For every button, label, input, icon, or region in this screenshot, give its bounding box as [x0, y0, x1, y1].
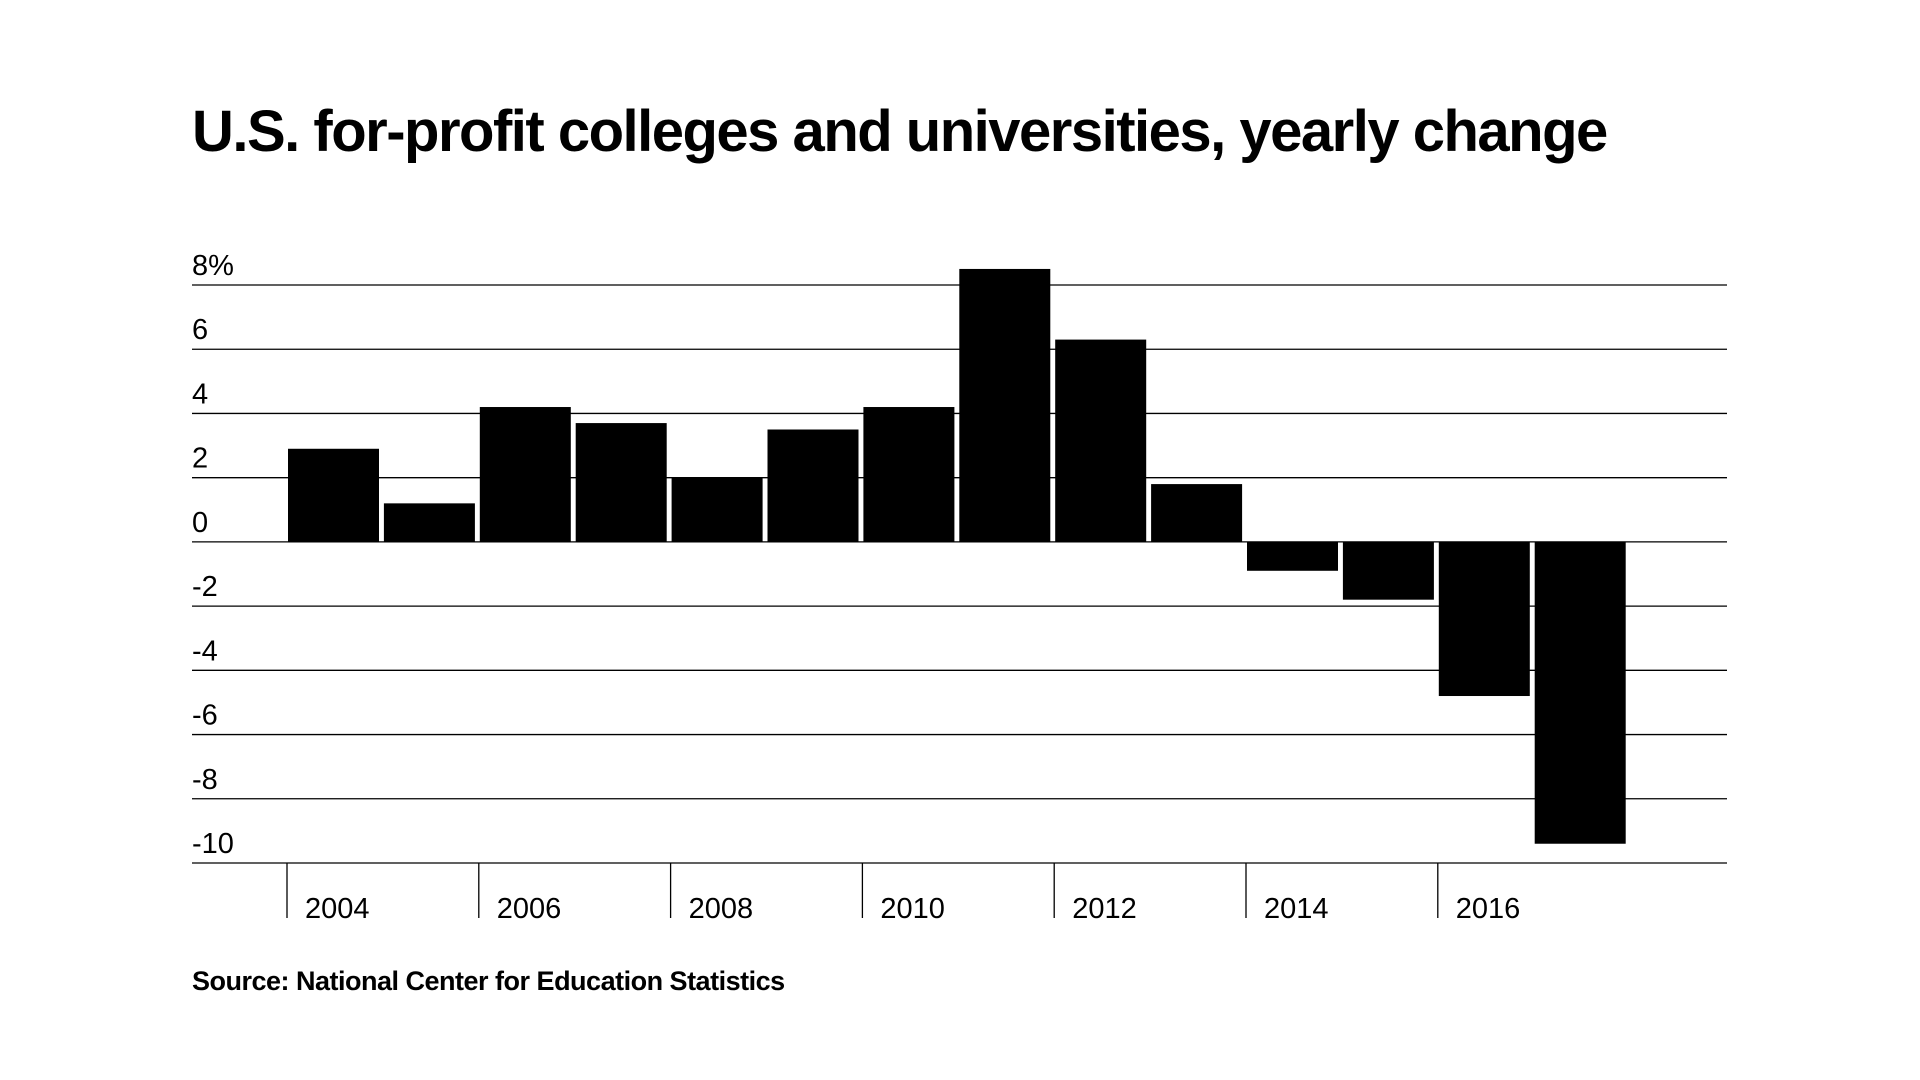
- x-tick-label: 2012: [1072, 893, 1137, 925]
- y-tick-label: -4: [192, 635, 218, 667]
- bar-2017: [1534, 541, 1626, 844]
- bar-2016: [1438, 541, 1530, 697]
- y-tick-label: -6: [192, 700, 218, 732]
- y-tick-label: 4: [192, 378, 208, 410]
- bar-2008: [671, 477, 763, 542]
- x-tick-label: 2014: [1264, 893, 1329, 925]
- y-tick-label: 8%: [192, 250, 234, 282]
- bar-2009: [767, 429, 859, 542]
- x-tick-label: 2004: [305, 893, 370, 925]
- y-tick-label: 0: [192, 507, 208, 539]
- y-tick-label: -8: [192, 764, 218, 796]
- bar-2015: [1342, 541, 1434, 600]
- y-tick-label: 6: [192, 314, 208, 346]
- bar-2011: [959, 268, 1051, 542]
- bar-2005: [383, 503, 475, 542]
- bar-2006: [479, 407, 571, 542]
- bar-2010: [863, 407, 955, 542]
- x-tick-label: 2008: [689, 893, 754, 925]
- x-tick-label: 2016: [1456, 893, 1521, 925]
- bar-2004: [288, 448, 379, 542]
- bar-2014: [1247, 541, 1338, 571]
- y-tick-label: -10: [192, 828, 234, 860]
- chart-title: U.S. for-profit colleges and universitie…: [192, 99, 1608, 164]
- source-note: Source: National Center for Education St…: [192, 966, 785, 996]
- x-tick-label: 2010: [880, 893, 945, 925]
- bar-2007: [575, 423, 667, 542]
- y-tick-label: 2: [192, 443, 208, 475]
- bar-2013: [1151, 484, 1243, 542]
- bar-2012: [1055, 339, 1147, 542]
- y-tick-label: -2: [192, 571, 218, 603]
- x-tick-label: 2006: [497, 893, 562, 925]
